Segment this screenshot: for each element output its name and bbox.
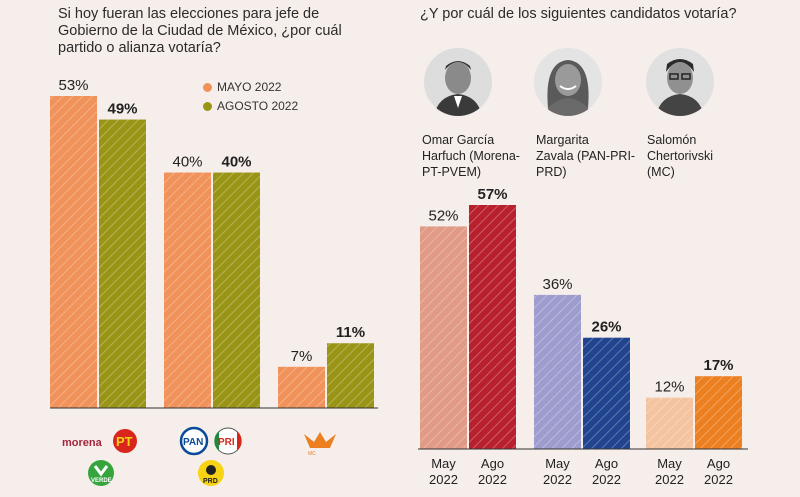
legend-may-swatch <box>203 82 212 92</box>
x-tick-line: May <box>657 456 682 471</box>
candidate-name-harfuch: Omar García Harfuch (Morena- PT-PVEM) <box>422 132 520 180</box>
x-tick-candidate-1-may: May 2022 <box>534 456 581 488</box>
x-tick-candidate-0-aug: Ago 2022 <box>469 456 516 488</box>
data-label-morena-pt-verde-may: 53% <box>58 77 88 94</box>
data-label-candidate-2-may: 12% <box>654 379 684 396</box>
x-tick-candidate-1-aug: Ago 2022 <box>583 456 630 488</box>
logo-pan-pri-prd: PAN PRI PRD <box>172 426 262 497</box>
legend-may-label: MAYO 2022 <box>217 80 282 94</box>
x-tick-line: Ago <box>706 456 731 471</box>
data-label-mc-aug: 11% <box>336 324 365 341</box>
logo-mc: MC <box>300 428 340 463</box>
candidate-name-zavala-line-2: Zavala (PAN-PRI- <box>536 149 636 163</box>
bar-hatch <box>695 376 742 449</box>
bar-hatch <box>646 397 693 449</box>
candidate-name-harfuch-line-2: Harfuch (Morena- <box>422 149 520 163</box>
pan-logo-text: PAN <box>183 437 203 448</box>
bar-hatch <box>327 343 374 408</box>
x-tick-candidate-0-may: May 2022 <box>420 456 467 488</box>
pri-logo-text: PRI <box>218 437 235 448</box>
bar-hatch <box>99 119 146 408</box>
bar-hatch <box>469 205 516 449</box>
legend-aug-swatch <box>203 101 212 111</box>
logo-morena-pt-verde: morena PT VERDE <box>60 426 150 497</box>
data-label-candidate-1-aug: 26% <box>591 319 621 336</box>
x-tick-line: Ago <box>480 456 505 471</box>
mc-eagle-icon <box>304 432 336 448</box>
x-tick-line: 2022 <box>543 472 572 487</box>
data-label-pan-pri-prd-may: 40% <box>172 154 202 171</box>
candidate-name-harfuch-line-1: Omar García <box>422 133 495 147</box>
data-label-candidate-1-may: 36% <box>542 276 572 293</box>
data-label-candidate-0-may: 52% <box>428 207 458 224</box>
bar-hatch <box>420 226 467 449</box>
data-label-candidate-2-aug: 17% <box>703 357 733 374</box>
x-tick-line: May <box>431 456 456 471</box>
candidate-portrait-chertorivski <box>646 48 714 116</box>
data-label-pan-pri-prd-aug: 40% <box>221 154 251 171</box>
bar-hatch <box>213 172 260 408</box>
x-tick-line: May <box>545 456 570 471</box>
candidate-portrait-harfuch <box>424 48 492 116</box>
data-label-mc-may: 7% <box>291 348 313 365</box>
legend-aug: AGOSTO 2022 <box>203 99 298 113</box>
question-party: Si hoy fueran las elecciones para jefe d… <box>58 6 342 56</box>
bar-hatch <box>583 337 630 449</box>
x-tick-line: 2022 <box>592 472 621 487</box>
candidate-name-chertorivski-line-2: Chertorivski <box>647 149 713 163</box>
legend-aug-label: AGOSTO 2022 <box>217 99 299 113</box>
bar-hatch <box>534 294 581 449</box>
candidate-name-chertorivski-line-1: Salomón <box>647 133 697 147</box>
candidate-name-chertorivski: Salomón Chertorivski (MC) <box>647 132 713 180</box>
morena-logo: morena <box>62 437 103 449</box>
pt-logo-text: PT <box>116 434 133 449</box>
data-label-candidate-0-aug: 57% <box>477 186 507 203</box>
candidate-name-harfuch-line-3: PT-PVEM) <box>422 165 482 179</box>
candidate-name-chertorivski-line-3: (MC) <box>647 165 675 179</box>
bar-hatch <box>164 172 211 408</box>
x-tick-line: Ago <box>594 456 619 471</box>
legend-may: MAYO 2022 <box>203 80 281 94</box>
bar-hatch <box>278 366 325 408</box>
pan-logo <box>179 426 209 456</box>
candidate-name-zavala: Margarita Zavala (PAN-PRI- PRD) <box>536 132 635 180</box>
x-tick-candidate-2-aug: Ago 2022 <box>695 456 742 488</box>
candidate-portrait-zavala <box>534 48 602 116</box>
x-tick-line: 2022 <box>655 472 684 487</box>
candidate-name-zavala-line-3: PRD) <box>536 165 567 179</box>
candidate-name-zavala-line-1: Margarita <box>536 133 589 147</box>
x-tick-line: 2022 <box>478 472 507 487</box>
x-tick-line: 2022 <box>704 472 733 487</box>
data-label-morena-pt-verde-aug: 49% <box>107 101 137 118</box>
mc-logo-text: MC <box>308 451 316 457</box>
verde-logo-text: VERDE <box>91 478 112 484</box>
pt-logo <box>113 429 137 453</box>
bar-hatch <box>50 96 97 408</box>
prd-logo-text: PRD <box>203 478 218 485</box>
question-candidate: ¿Y por cuál de los siguientes candidatos… <box>420 6 737 22</box>
x-tick-candidate-2-may: May 2022 <box>646 456 693 488</box>
x-tick-line: 2022 <box>429 472 458 487</box>
